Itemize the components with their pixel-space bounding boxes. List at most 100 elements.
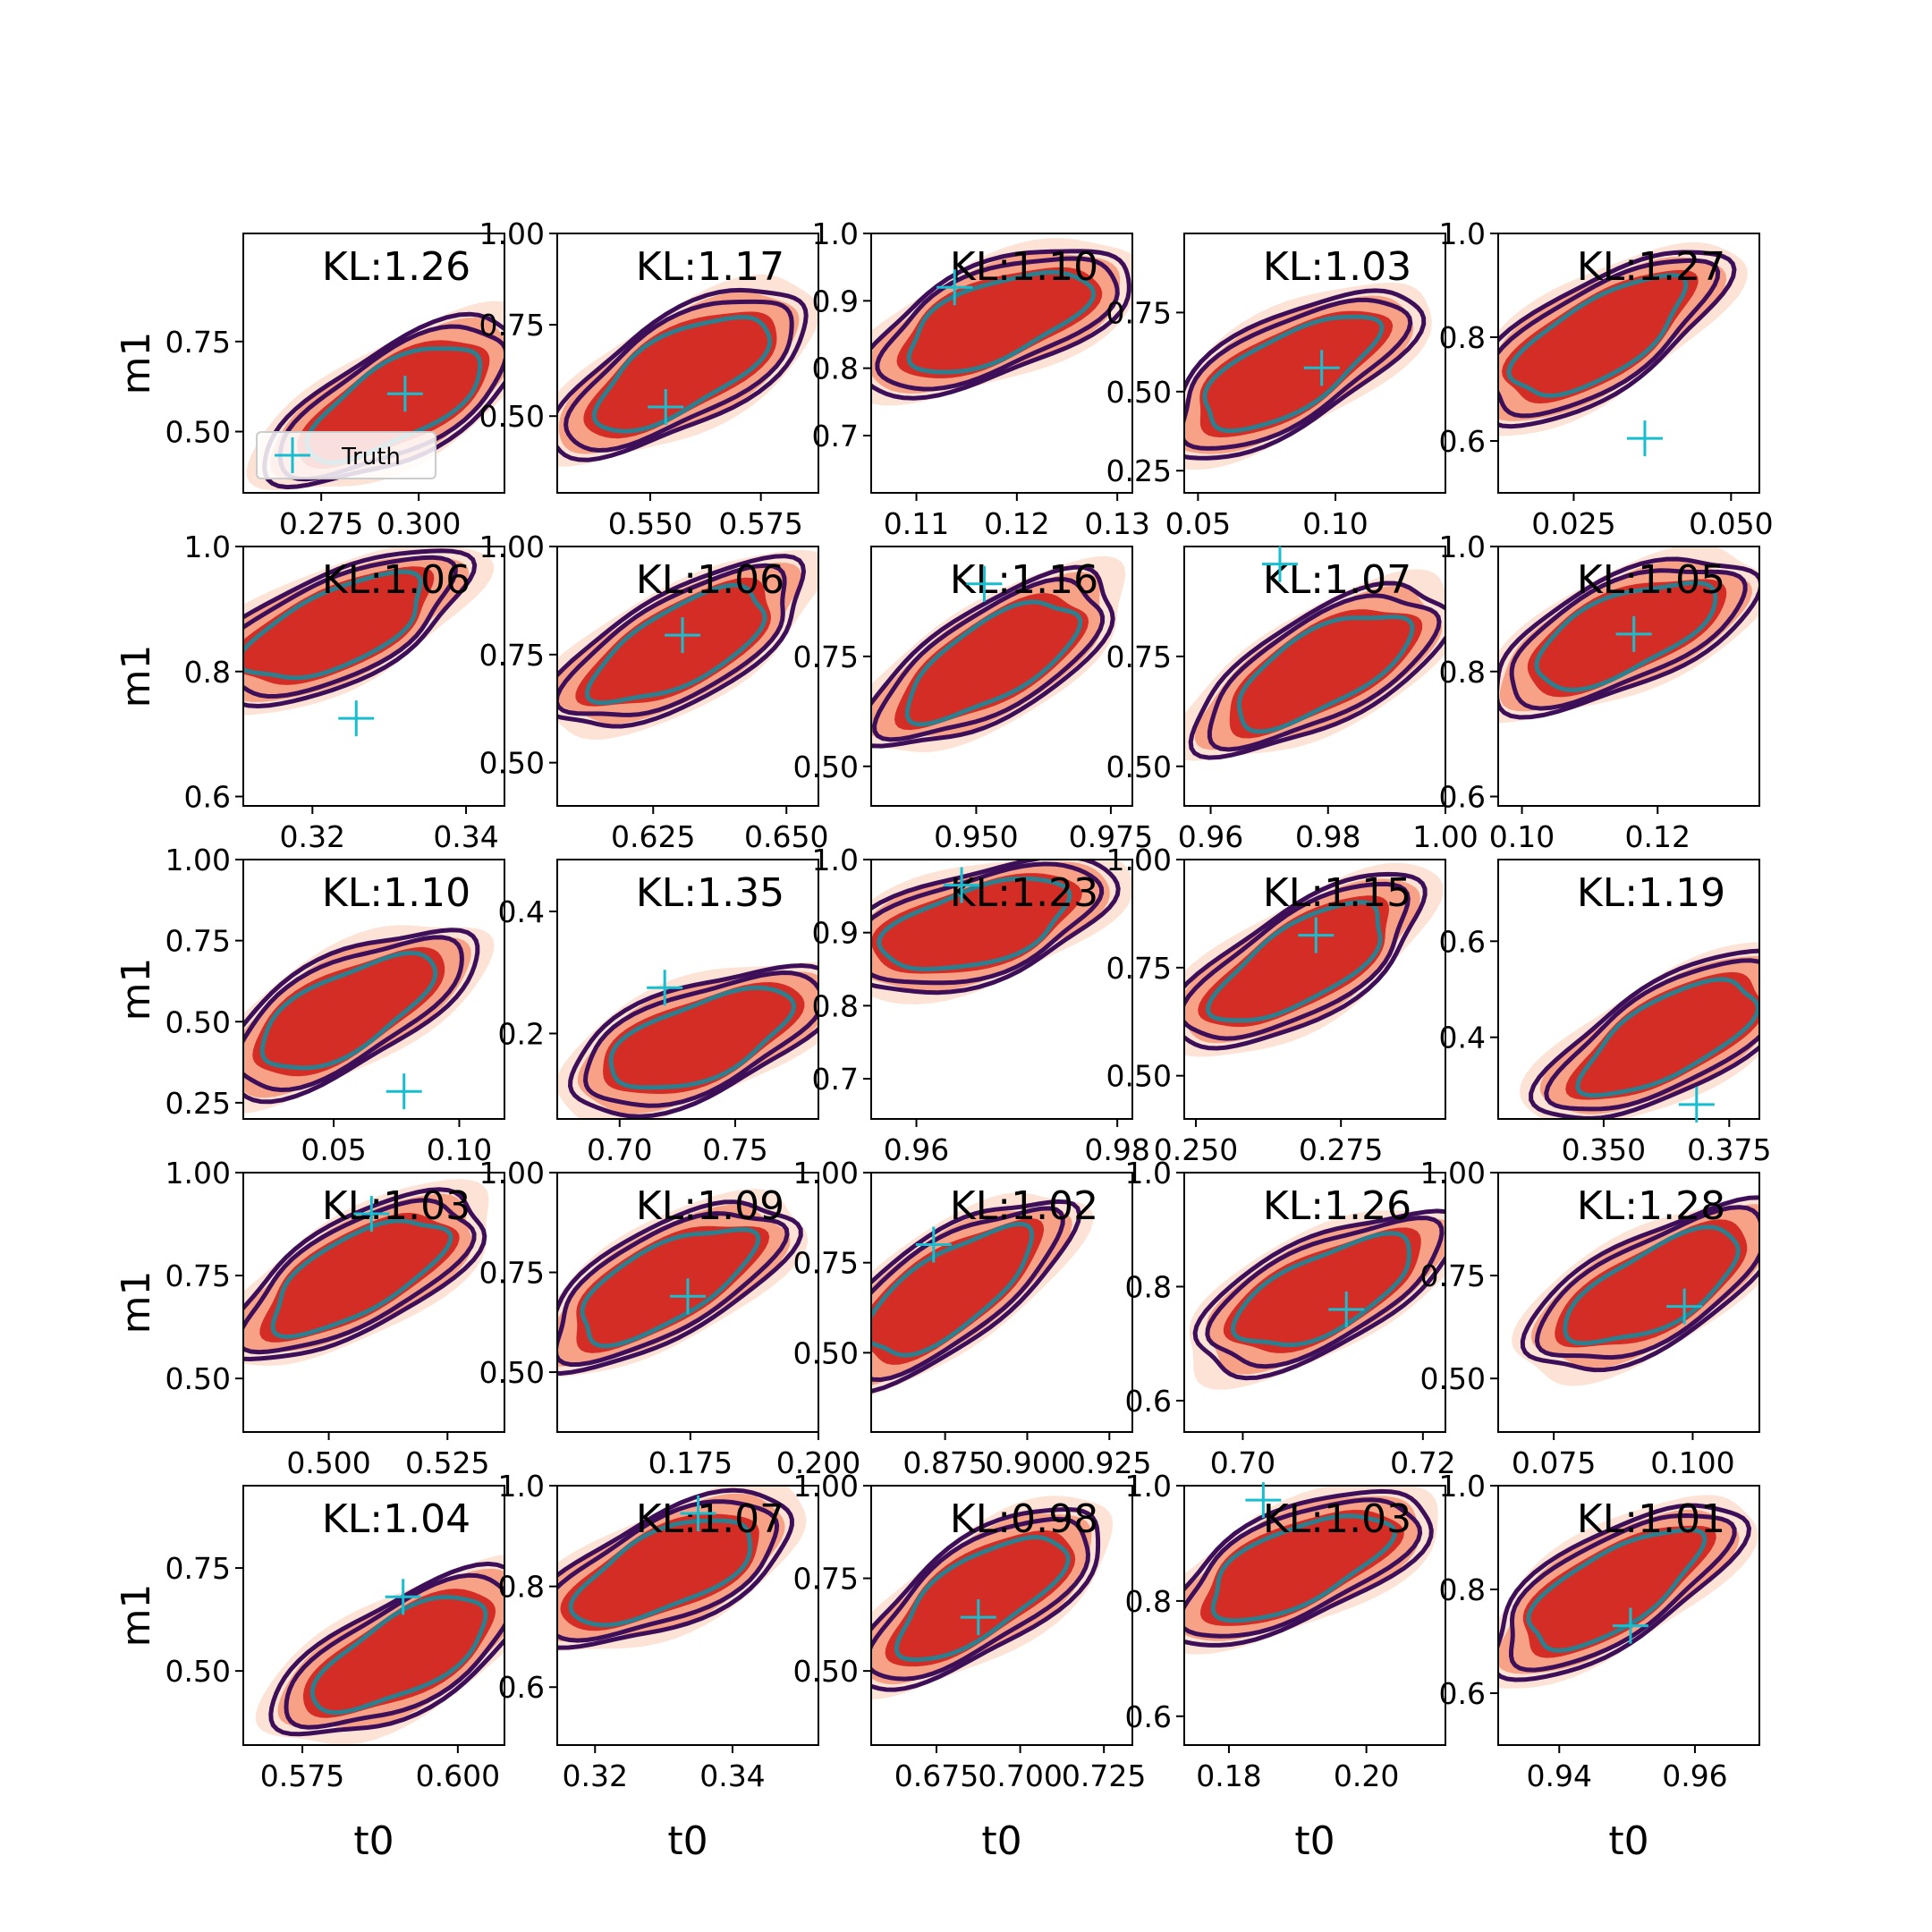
axes-frame bbox=[870, 1172, 1133, 1433]
density-contours bbox=[1184, 283, 1432, 470]
contour-outer-line bbox=[1192, 1208, 1445, 1381]
legend-box bbox=[256, 431, 436, 479]
kl-label: KL:1.17 bbox=[636, 244, 784, 290]
kl-label: KL:1.07 bbox=[636, 1496, 784, 1542]
truth-marker bbox=[385, 1579, 421, 1615]
y-tick-label: 0.6 bbox=[184, 780, 231, 815]
x-tick-label: 0.72 bbox=[1390, 1445, 1455, 1480]
truth-marker bbox=[386, 1073, 422, 1110]
contour-outer-line bbox=[557, 287, 809, 462]
x-tick-label: 0.575 bbox=[260, 1758, 344, 1793]
y-tick-label: 0.6 bbox=[1439, 924, 1486, 959]
contour-outer-line-2 bbox=[1509, 568, 1748, 711]
kl-label: KL:0.98 bbox=[950, 1496, 1098, 1542]
contour-outer-line bbox=[871, 1199, 1082, 1394]
kl-label: KL:1.28 bbox=[1577, 1183, 1725, 1229]
density-contours bbox=[255, 1554, 504, 1745]
y-tick-label: 0.8 bbox=[1439, 655, 1486, 690]
truth-marker bbox=[670, 1278, 706, 1315]
y-tick-label: 0.75 bbox=[479, 308, 545, 343]
kl-label: KL:1.01 bbox=[1577, 1496, 1725, 1542]
density-fill-core bbox=[575, 577, 771, 707]
x-tick-label: 0.675 bbox=[894, 1758, 979, 1793]
density-contours bbox=[871, 238, 1132, 406]
kl-label: KL:1.23 bbox=[950, 870, 1098, 916]
axes-frame bbox=[1183, 1485, 1446, 1746]
contour-inner-line bbox=[608, 985, 797, 1090]
axes-frame bbox=[242, 1485, 505, 1746]
y-tick-label: 0.50 bbox=[793, 1335, 859, 1370]
y-tick-label: 0.6 bbox=[1439, 780, 1486, 815]
contour-outer-line bbox=[871, 860, 1121, 996]
axes-frame bbox=[556, 1172, 819, 1433]
contour-outer-line-2 bbox=[1534, 1205, 1759, 1360]
contour-outer-line bbox=[268, 1561, 504, 1737]
x-tick-label: 0.32 bbox=[563, 1758, 628, 1793]
y-tick-label: 1.0 bbox=[812, 216, 859, 251]
contour-outer-line bbox=[1188, 580, 1445, 760]
contour-outer-line-2 bbox=[1207, 593, 1442, 752]
x-tick-label: 0.875 bbox=[902, 1445, 987, 1480]
y-tick-label: 0.9 bbox=[812, 916, 859, 951]
y-tick-label: 0.75 bbox=[1106, 295, 1172, 330]
truth-marker bbox=[680, 1495, 716, 1531]
x-tick-label: 0.550 bbox=[608, 506, 692, 541]
panel-1-0: 0.32 0.34 0.6 0.8 1.0 KL:1.06 m1 bbox=[114, 530, 505, 854]
y-axis-title: m1 bbox=[114, 1271, 159, 1335]
density-fill-core bbox=[1502, 269, 1699, 404]
density-fill-core bbox=[560, 1513, 759, 1631]
x-tick-label: 0.12 bbox=[984, 506, 1049, 541]
panel-2-4: 0.350 0.375 0.4 0.6 KL:1.19 bbox=[1439, 859, 1772, 1167]
contour-inner-line bbox=[584, 582, 767, 706]
contour-outer-line-2 bbox=[564, 299, 794, 453]
y-axis-title: m1 bbox=[114, 958, 159, 1021]
contour-outer-line bbox=[567, 962, 818, 1119]
x-tick-label: 0.12 bbox=[1624, 819, 1690, 854]
contour-outer-line-2 bbox=[284, 1572, 504, 1730]
x-tick-label: 0.250 bbox=[1154, 1132, 1238, 1167]
x-tick-label: 0.96 bbox=[884, 1132, 949, 1167]
x-tick-label: 0.70 bbox=[1210, 1445, 1275, 1480]
axes-frame bbox=[242, 233, 505, 494]
contour-outer-line-2 bbox=[243, 935, 464, 1093]
x-tick-label: 1.00 bbox=[1412, 819, 1478, 854]
contour-outer-line bbox=[243, 1187, 487, 1362]
y-tick-label: 0.50 bbox=[793, 750, 859, 784]
truth-marker bbox=[1261, 546, 1298, 582]
x-tick-label: 0.98 bbox=[1295, 819, 1360, 854]
x-tick-label: 0.075 bbox=[1512, 1445, 1596, 1480]
density-fill-core bbox=[1200, 1510, 1404, 1626]
density-fill-core bbox=[1555, 1219, 1748, 1348]
contour-inner-line bbox=[1575, 977, 1759, 1098]
y-tick-label: 1.0 bbox=[1439, 1469, 1486, 1504]
density-contours bbox=[243, 547, 495, 716]
x-tick-label: 0.900 bbox=[985, 1445, 1069, 1480]
x-tick-label: 0.70 bbox=[587, 1132, 652, 1167]
y-tick-label: 0.8 bbox=[812, 988, 859, 1023]
contour-inner-line bbox=[309, 1594, 488, 1716]
axes-frame bbox=[1183, 859, 1446, 1120]
contour-outer-line bbox=[557, 554, 807, 729]
kl-label: KL:1.16 bbox=[950, 557, 1098, 603]
contour-inner-line bbox=[1563, 1224, 1741, 1346]
kl-label: KL:1.06 bbox=[322, 557, 470, 603]
y-tick-label: 0.4 bbox=[1439, 1021, 1486, 1055]
x-tick-label: 0.94 bbox=[1527, 1758, 1592, 1793]
axes-frame bbox=[1183, 1172, 1446, 1433]
kl-label: KL:1.09 bbox=[636, 1183, 784, 1229]
legend: Truth bbox=[256, 431, 436, 479]
y-tick-label: 0.75 bbox=[479, 1256, 545, 1291]
contour-outer-line-2 bbox=[582, 970, 818, 1108]
kl-label: KL:1.19 bbox=[1577, 870, 1725, 916]
panel-3-1: 0.175 0.200 0.50 0.75 1.00 KL:1.09 bbox=[479, 1156, 861, 1480]
contour-outer-line bbox=[1184, 288, 1427, 461]
x-tick-label: 0.100 bbox=[1650, 1445, 1734, 1480]
kl-label: KL:1.26 bbox=[1263, 1183, 1411, 1229]
x-axis-title: t0 bbox=[1294, 1818, 1335, 1864]
x-tick-label: 0.11 bbox=[884, 506, 949, 541]
x-tick-label: 0.200 bbox=[776, 1445, 860, 1480]
contour-outer-line bbox=[1498, 250, 1737, 429]
kl-label: KL:1.35 bbox=[636, 870, 784, 916]
contour-outer-line-2 bbox=[557, 1499, 780, 1643]
